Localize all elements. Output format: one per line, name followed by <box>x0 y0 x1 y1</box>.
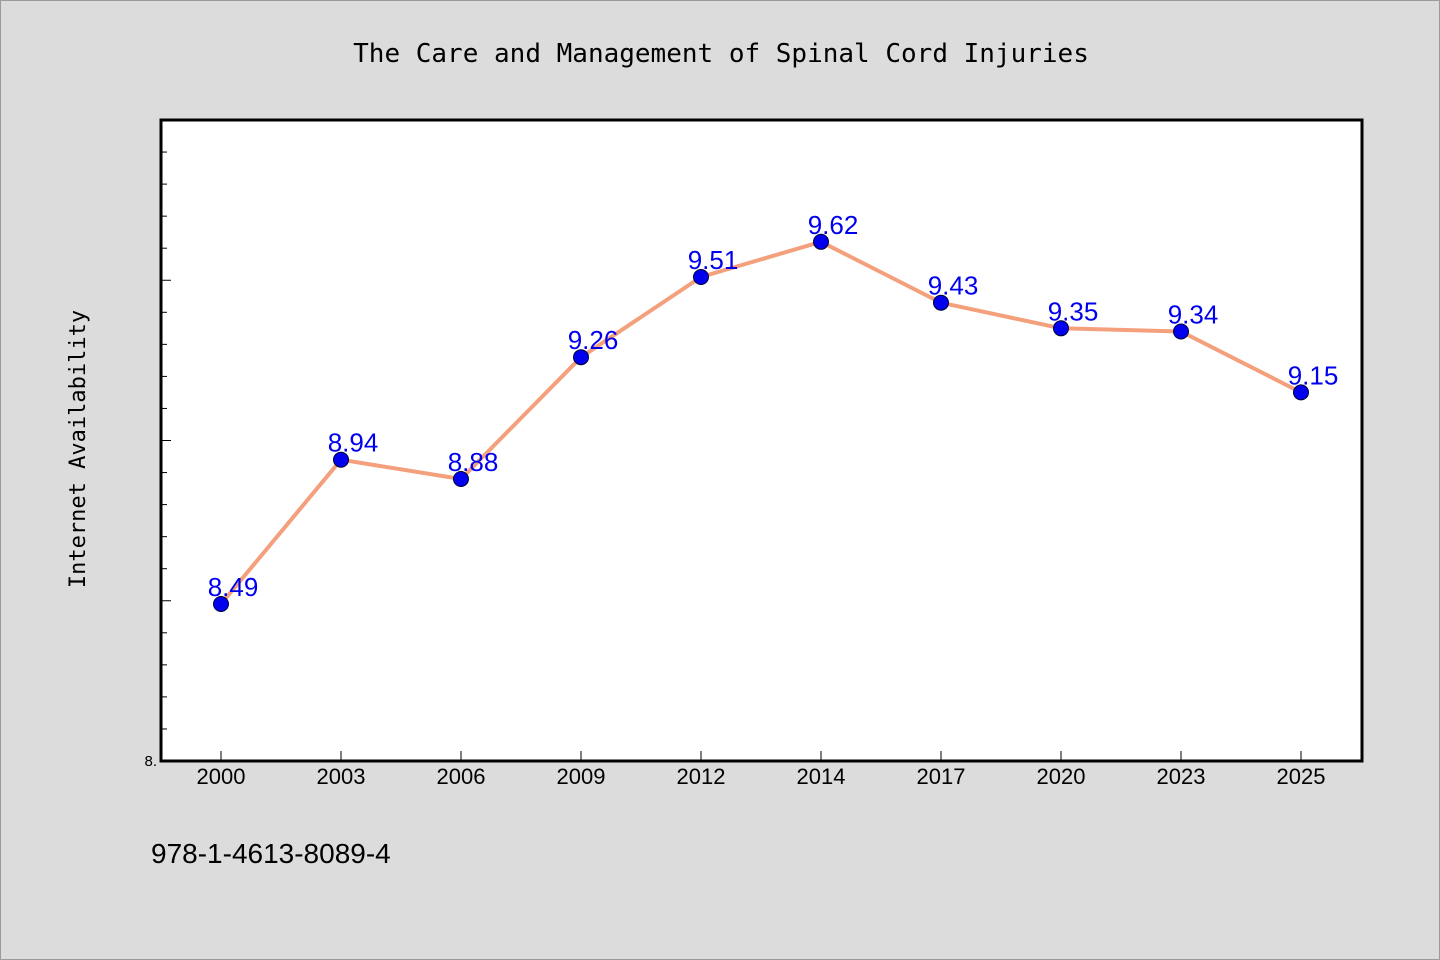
y-axis-label: Internet Availability <box>66 310 91 588</box>
series-line <box>219 239 1302 606</box>
x-tick-label: 2006 <box>437 764 486 789</box>
y-axis: 8. <box>144 151 171 770</box>
data-labels: 8.49 8.94 8.88 9.26 9.51 9.62 9.43 9.35 9.34 9.15 <box>208 210 1339 602</box>
data-point <box>333 451 349 468</box>
data-label: 9.34 <box>1168 300 1219 330</box>
data-label: 8.88 <box>448 447 499 477</box>
x-tick-label: 2012 <box>677 764 726 789</box>
data-point <box>1293 384 1309 401</box>
isbn-label: 978-1-4613-8089-4 <box>151 838 391 869</box>
x-tick-label: 2020 <box>1037 764 1086 789</box>
data-label: 8.49 <box>208 572 259 602</box>
x-tick-label: 2023 <box>1157 764 1206 789</box>
data-point <box>693 269 709 285</box>
x-tick-label: 2009 <box>557 764 606 789</box>
data-point <box>1053 320 1069 337</box>
data-label: 9.51 <box>688 245 739 275</box>
data-point <box>573 349 589 366</box>
data-point <box>933 294 949 311</box>
data-label: 9.26 <box>568 325 619 355</box>
x-tick-label: 2014 <box>797 764 846 789</box>
data-point <box>453 471 469 487</box>
data-label: 9.62 <box>808 210 859 240</box>
data-point <box>213 596 229 612</box>
data-point <box>813 233 829 250</box>
y-tick-label: 8. <box>144 753 157 770</box>
data-point <box>1173 323 1189 340</box>
x-axis: 2000 2003 2006 2009 2012 2014 2017 2020 2023 2025 <box>197 751 1326 789</box>
data-label: 9.43 <box>928 271 979 301</box>
data-label: 9.15 <box>1288 360 1339 390</box>
x-tick-label: 2000 <box>197 764 246 789</box>
chart-title: The Care and Management of Spinal Cord I… <box>353 39 1089 69</box>
series-group <box>213 233 1309 612</box>
plot-area <box>159 118 1364 763</box>
x-tick-label: 2025 <box>1277 764 1326 789</box>
data-label: 9.35 <box>1048 296 1099 326</box>
x-tick-label: 2017 <box>917 764 966 789</box>
x-tick-label: 2003 <box>317 764 366 789</box>
data-label: 8.94 <box>328 428 379 458</box>
